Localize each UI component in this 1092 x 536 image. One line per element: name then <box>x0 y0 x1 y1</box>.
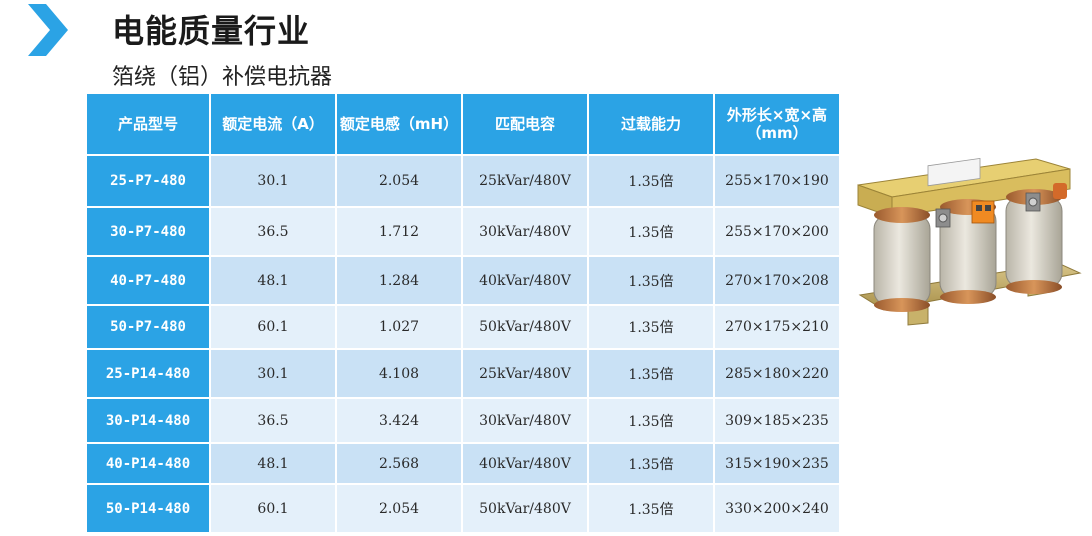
cell-dimensions: 255×170×200 <box>715 208 839 255</box>
cell-inductance: 1.027 <box>337 306 461 348</box>
cell-inductance: 3.424 <box>337 399 461 442</box>
header-overload: 过载能力 <box>589 94 713 154</box>
cell-capacitor: 40kVar/480V <box>463 444 587 483</box>
cell-dimensions: 255×170×190 <box>715 156 839 206</box>
cell-current: 36.5 <box>211 208 335 255</box>
cell-model: 50-P7-480 <box>87 306 209 348</box>
table-row: 40-P14-480 48.1 2.568 40kVar/480V 1.35倍 … <box>87 444 839 483</box>
cell-overload: 1.35倍 <box>589 399 713 442</box>
cell-overload: 1.35倍 <box>589 485 713 532</box>
cell-dimensions: 270×170×208 <box>715 257 839 304</box>
cell-current: 30.1 <box>211 350 335 397</box>
cell-capacitor: 25kVar/480V <box>463 156 587 206</box>
cell-overload: 1.35倍 <box>589 156 713 206</box>
cell-inductance: 2.054 <box>337 485 461 532</box>
cell-current: 60.1 <box>211 485 335 532</box>
header-capacitor: 匹配电容 <box>463 94 587 154</box>
cell-dimensions: 309×185×235 <box>715 399 839 442</box>
table-row: 50-P14-480 60.1 2.054 50kVar/480V 1.35倍 … <box>87 485 839 532</box>
cell-overload: 1.35倍 <box>589 306 713 348</box>
chevron-right-icon <box>28 4 68 56</box>
cell-current: 30.1 <box>211 156 335 206</box>
cell-capacitor: 30kVar/480V <box>463 399 587 442</box>
cell-inductance: 1.712 <box>337 208 461 255</box>
cell-overload: 1.35倍 <box>589 208 713 255</box>
cell-dimensions: 270×175×210 <box>715 306 839 348</box>
cell-overload: 1.35倍 <box>589 350 713 397</box>
table-row: 25-P14-480 30.1 4.108 25kVar/480V 1.35倍 … <box>87 350 839 397</box>
cell-dimensions: 330×200×240 <box>715 485 839 532</box>
cell-capacitor: 25kVar/480V <box>463 350 587 397</box>
cell-model: 40-P7-480 <box>87 257 209 304</box>
header-inductance: 额定电感（mH） <box>337 94 461 154</box>
table-row: 25-P7-480 30.1 2.054 25kVar/480V 1.35倍 2… <box>87 156 839 206</box>
cell-capacitor: 50kVar/480V <box>463 306 587 348</box>
cell-capacitor: 50kVar/480V <box>463 485 587 532</box>
spec-table: 产品型号 额定电流（A） 额定电感（mH） 匹配电容 过载能力 外形长×宽×高（… <box>85 92 841 534</box>
cell-current: 36.5 <box>211 399 335 442</box>
cell-capacitor: 30kVar/480V <box>463 208 587 255</box>
cell-capacitor: 40kVar/480V <box>463 257 587 304</box>
cell-model: 30-P7-480 <box>87 208 209 255</box>
header-dimensions: 外形长×宽×高（mm） <box>715 94 839 154</box>
cell-inductance: 2.568 <box>337 444 461 483</box>
cell-current: 48.1 <box>211 444 335 483</box>
reactor-product-image <box>857 157 1082 326</box>
cell-inductance: 4.108 <box>337 350 461 397</box>
cell-overload: 1.35倍 <box>589 257 713 304</box>
header-current: 额定电流（A） <box>211 94 335 154</box>
cell-inductance: 2.054 <box>337 156 461 206</box>
table-row: 50-P7-480 60.1 1.027 50kVar/480V 1.35倍 2… <box>87 306 839 348</box>
cell-model: 40-P14-480 <box>87 444 209 483</box>
header-model: 产品型号 <box>87 94 209 154</box>
cell-model: 25-P14-480 <box>87 350 209 397</box>
cell-current: 60.1 <box>211 306 335 348</box>
cell-current: 48.1 <box>211 257 335 304</box>
cell-dimensions: 315×190×235 <box>715 444 839 483</box>
cell-dimensions: 285×180×220 <box>715 350 839 397</box>
cell-model: 25-P7-480 <box>87 156 209 206</box>
page-title: 电能质量行业 <box>112 12 311 50</box>
table-row: 30-P14-480 36.5 3.424 30kVar/480V 1.35倍 … <box>87 399 839 442</box>
cell-model: 30-P14-480 <box>87 399 209 442</box>
table-row: 40-P7-480 48.1 1.284 40kVar/480V 1.35倍 2… <box>87 257 839 304</box>
table-row: 30-P7-480 36.5 1.712 30kVar/480V 1.35倍 2… <box>87 208 839 255</box>
page-subtitle: 箔绕（铝）补偿电抗器 <box>112 65 333 90</box>
cell-inductance: 1.284 <box>337 257 461 304</box>
cell-model: 50-P14-480 <box>87 485 209 532</box>
cell-overload: 1.35倍 <box>589 444 713 483</box>
table-header-row: 产品型号 额定电流（A） 额定电感（mH） 匹配电容 过载能力 外形长×宽×高（… <box>87 94 839 154</box>
